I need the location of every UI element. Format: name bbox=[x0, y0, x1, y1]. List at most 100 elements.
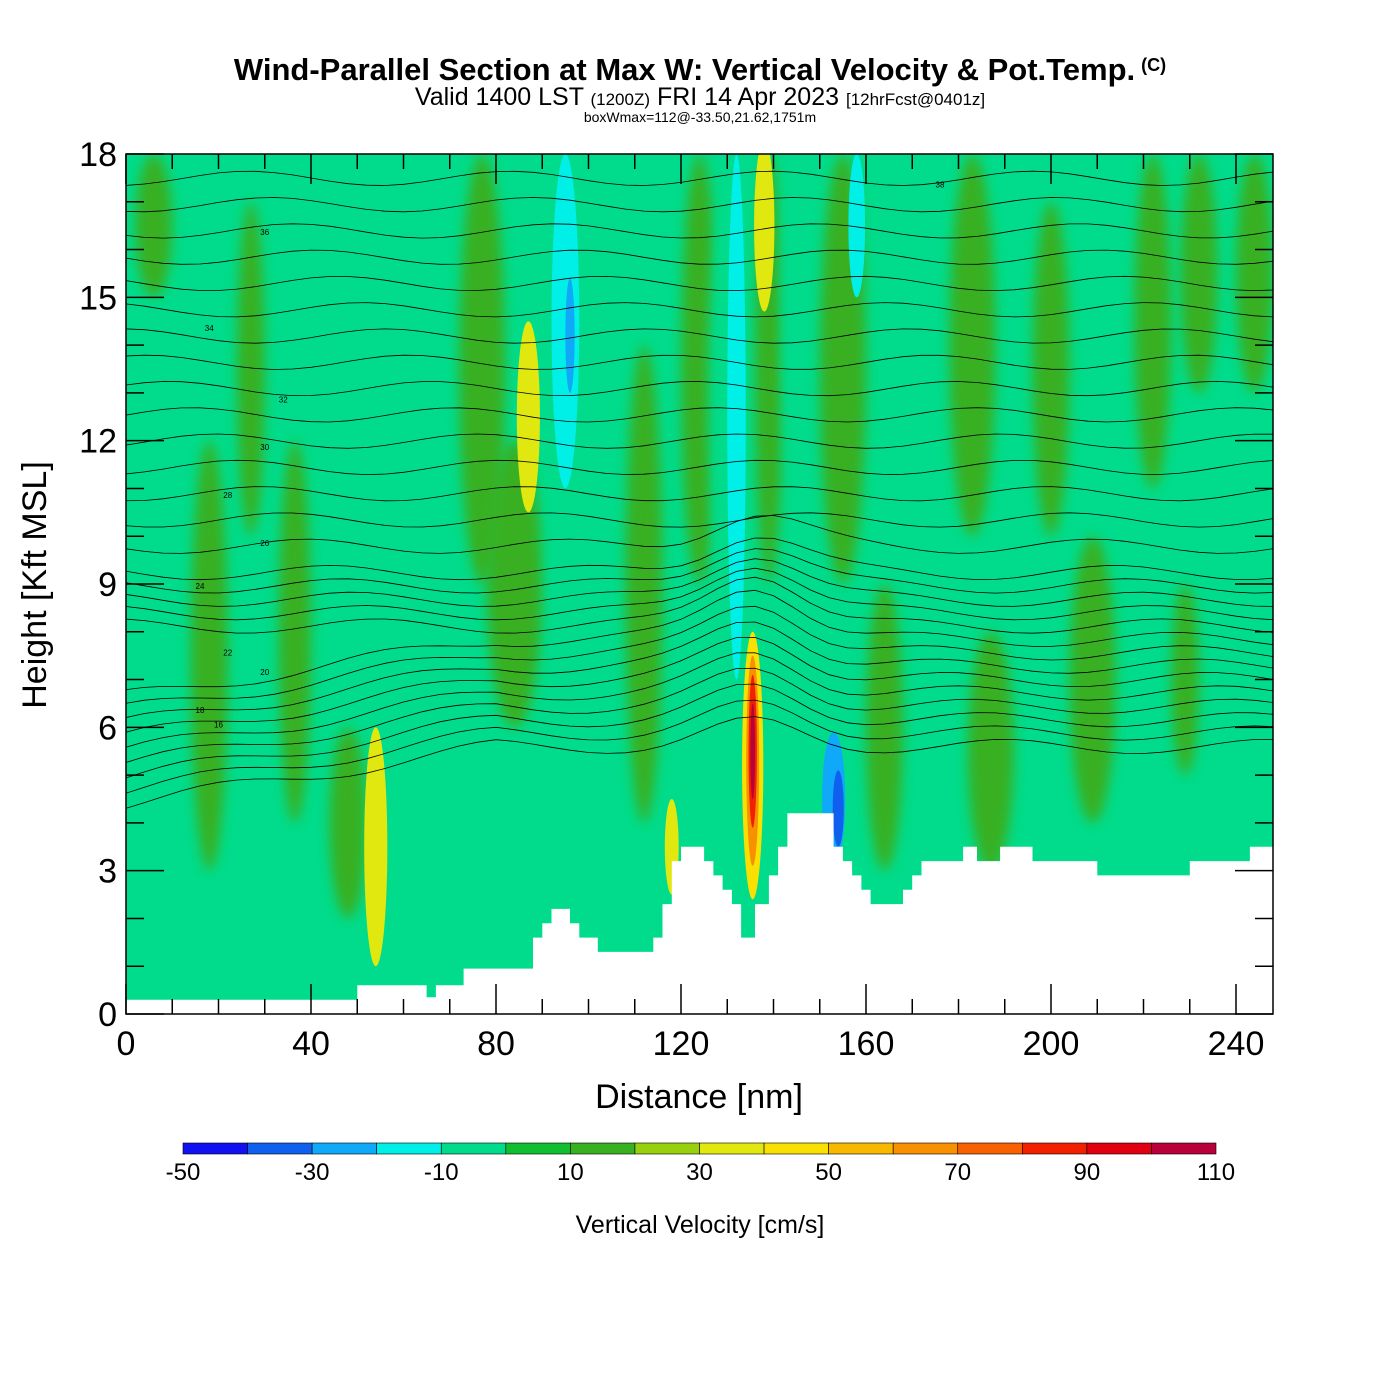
y-tick-label: 12 bbox=[79, 423, 117, 461]
velocity-stripe bbox=[625, 345, 663, 823]
velocity-stripe bbox=[311, 154, 344, 441]
colorbar-title: Vertical Velocity [cm/s] bbox=[576, 1211, 825, 1239]
velocity-stripe bbox=[190, 440, 228, 871]
velocity-stripe bbox=[588, 154, 626, 393]
velocity-stripe bbox=[519, 727, 547, 919]
colorbar-swatch bbox=[376, 1142, 442, 1155]
velocity-stripe bbox=[486, 440, 543, 728]
isentrope bbox=[126, 433, 1273, 449]
velocity-cell bbox=[364, 727, 388, 967]
colorbar: -50 -30 -10 10 30 50 70 90 110 bbox=[166, 1142, 1235, 1186]
velocity-stripe bbox=[135, 154, 173, 298]
isentrope bbox=[126, 576, 1273, 634]
isentrope bbox=[126, 249, 1273, 265]
isentrope bbox=[126, 589, 1273, 690]
x-tick-label: 40 bbox=[292, 1025, 330, 1063]
isentrope-label: 24 bbox=[196, 582, 205, 591]
isentrope bbox=[126, 537, 1273, 581]
x-tick-label: 0 bbox=[117, 1025, 136, 1063]
velocity-cell bbox=[551, 154, 580, 489]
colorbar-swatch bbox=[440, 1142, 507, 1155]
y-tick-label: 0 bbox=[98, 996, 117, 1034]
isentrope-label: 30 bbox=[260, 443, 269, 452]
isentrope bbox=[126, 459, 1273, 476]
isentrope bbox=[126, 716, 1273, 809]
colorbar-swatch bbox=[505, 1142, 571, 1155]
isentrope-label: 38 bbox=[936, 180, 945, 189]
chart-subtitle: Valid 1400 LST (1200Z) FRI 14 Apr 2023 [… bbox=[414, 83, 986, 111]
chart-title: Wind-Parallel Section at Max W: Vertical… bbox=[233, 52, 1167, 87]
x-tick-label: 80 bbox=[477, 1025, 515, 1063]
velocity-cell bbox=[750, 703, 755, 799]
velocity-stripe bbox=[782, 154, 811, 489]
velocity-cell bbox=[754, 154, 775, 312]
colorbar-swatch bbox=[892, 1142, 959, 1155]
velocity-cell bbox=[832, 770, 844, 847]
isentrope bbox=[126, 548, 1273, 594]
isentrope-label: 32 bbox=[279, 395, 288, 404]
colorbar-swatch bbox=[1022, 1142, 1088, 1155]
isentrope-label: 18 bbox=[196, 706, 205, 715]
isentrope-label: 16 bbox=[214, 720, 223, 729]
isentrope bbox=[126, 328, 1273, 344]
isentrope bbox=[126, 558, 1273, 607]
colorbar-swatch bbox=[828, 1142, 894, 1155]
isentrope bbox=[126, 515, 1273, 554]
colorbar-label: -50 bbox=[166, 1159, 201, 1186]
isentrope bbox=[126, 354, 1273, 370]
velocity-stripe bbox=[1069, 536, 1116, 823]
isentrope bbox=[126, 652, 1273, 748]
colorbar-label: 50 bbox=[815, 1159, 842, 1186]
colorbar-swatch bbox=[1151, 1142, 1217, 1155]
velocity-stripe bbox=[681, 154, 718, 584]
isentrope bbox=[126, 223, 1273, 239]
isentrope bbox=[126, 486, 1273, 502]
y-tick-label: 9 bbox=[98, 566, 117, 604]
colorbar-label: -30 bbox=[295, 1159, 330, 1186]
isentrope bbox=[126, 170, 1273, 186]
colorbar-label: 90 bbox=[1074, 1159, 1101, 1186]
velocity-stripe bbox=[1171, 584, 1199, 776]
x-tick-label: 160 bbox=[838, 1025, 895, 1063]
colorbar-swatch bbox=[699, 1142, 765, 1155]
colorbar-swatch bbox=[182, 1142, 248, 1155]
colorbar-swatch bbox=[763, 1142, 829, 1155]
velocity-features bbox=[364, 154, 866, 967]
isentrope bbox=[126, 512, 1273, 528]
isentrope bbox=[126, 636, 1273, 733]
isentrope bbox=[126, 302, 1273, 318]
velocity-stripe bbox=[403, 727, 441, 919]
x-tick-label: 120 bbox=[653, 1025, 710, 1063]
isentrope bbox=[126, 621, 1273, 718]
velocity-stripe bbox=[967, 631, 1014, 871]
box-max-info: boxWmax=112@-33.50,21.62,1751m bbox=[583, 109, 817, 125]
velocity-stripe bbox=[1134, 154, 1172, 489]
forecast-info: [12hrFcst@0401z] bbox=[845, 90, 986, 109]
velocity-stripe bbox=[1180, 154, 1218, 393]
colorbar-label: 70 bbox=[944, 1159, 971, 1186]
velocity-stripe bbox=[237, 201, 265, 537]
colorbar-label: 110 bbox=[1197, 1159, 1235, 1186]
terrain bbox=[126, 813, 1273, 1014]
velocity-stripes bbox=[135, 154, 1273, 919]
velocity-cell bbox=[727, 154, 746, 680]
velocity-stripe bbox=[144, 775, 182, 919]
y-tick-label: 3 bbox=[98, 853, 117, 891]
isentrope bbox=[126, 197, 1273, 213]
isentrope-label: 22 bbox=[223, 649, 232, 658]
y-tick-label: 6 bbox=[98, 709, 117, 747]
colorbar-label: 30 bbox=[686, 1159, 713, 1186]
velocity-stripe bbox=[1226, 679, 1264, 823]
colorbar-swatch bbox=[634, 1142, 700, 1155]
colorbar-label: -10 bbox=[424, 1159, 459, 1186]
velocity-stripe bbox=[459, 154, 506, 584]
velocity-stripe bbox=[278, 440, 311, 823]
isentrope-label: 20 bbox=[260, 668, 269, 677]
y-tick-label: 18 bbox=[79, 136, 117, 174]
colorbar-swatch bbox=[247, 1142, 313, 1155]
velocity-stripe bbox=[329, 727, 367, 919]
copyright-mark: (C) bbox=[1141, 55, 1167, 75]
isentrope-label: 26 bbox=[260, 539, 269, 548]
isentrope bbox=[126, 667, 1273, 763]
